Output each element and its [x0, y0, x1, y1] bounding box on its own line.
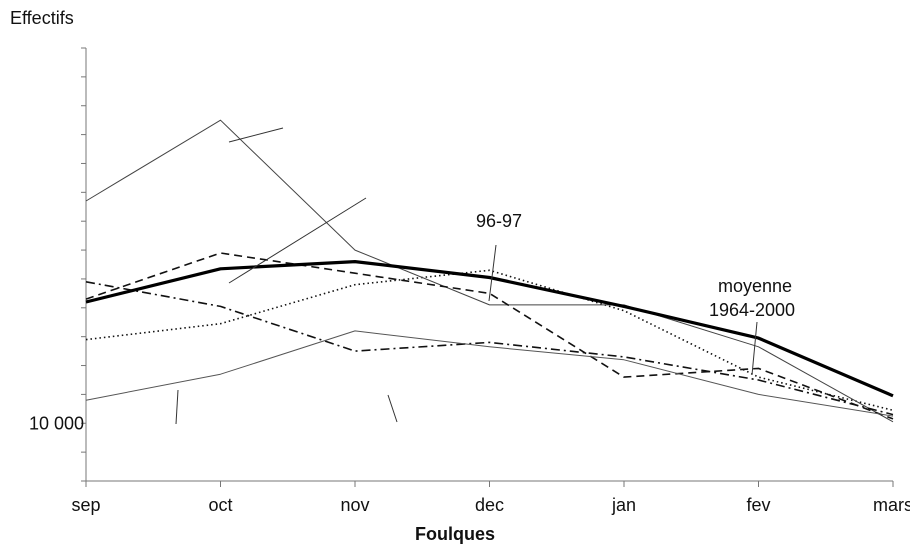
series-line-thin-solid-b: [85, 330, 894, 417]
series-line-96-97: [85, 269, 894, 412]
x-tick-label: jan: [611, 495, 636, 515]
annotation-96-97: 96-97: [476, 211, 522, 231]
annotation-leader-line: [228, 197, 367, 284]
x-tick-label: sep: [71, 495, 100, 515]
series-line-thin-solid-a: [85, 119, 894, 423]
x-tick-label: fev: [746, 495, 770, 515]
x-tick-label: mars: [873, 495, 910, 515]
x-axis-title: Foulques: [415, 524, 495, 544]
x-tick-label: nov: [340, 495, 369, 515]
annotation-leader-line: [228, 127, 284, 143]
series-line-moyenne-1964-2000: [85, 260, 894, 398]
x-tick-label: oct: [208, 495, 232, 515]
x-tick-label: dec: [475, 495, 504, 515]
annotation-leader-line: [751, 321, 758, 376]
series-line-dashed: [85, 252, 894, 420]
annotation-moyenne: moyenne: [718, 276, 792, 296]
y-axis-title: Effectifs: [10, 8, 74, 28]
annotation-leader-line: [175, 389, 179, 425]
annotation-leader-line: [488, 244, 497, 302]
annotation-period: 1964-2000: [709, 300, 795, 320]
y-tick-label: 10 000: [29, 413, 84, 433]
annotation-leader-line: [387, 394, 398, 423]
series-line-dash-dot: [85, 281, 894, 416]
